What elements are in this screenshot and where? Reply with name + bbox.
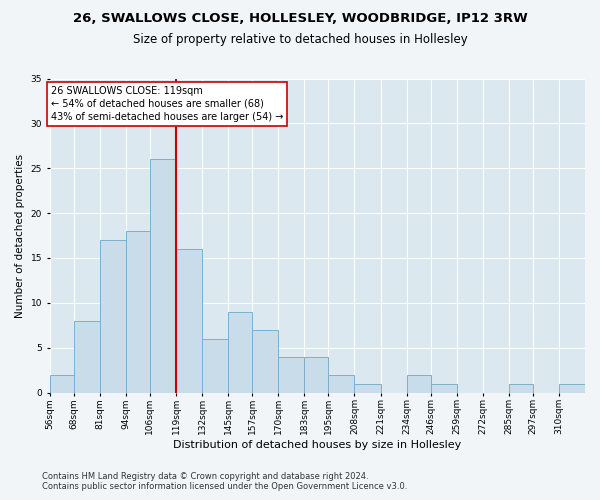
Bar: [509, 384, 533, 392]
Bar: [202, 338, 228, 392]
Text: Contains public sector information licensed under the Open Government Licence v3: Contains public sector information licen…: [42, 482, 407, 491]
Y-axis label: Number of detached properties: Number of detached properties: [15, 154, 25, 318]
Text: Size of property relative to detached houses in Hollesley: Size of property relative to detached ho…: [133, 32, 467, 46]
Bar: [407, 374, 431, 392]
Bar: [355, 384, 380, 392]
Bar: [304, 356, 328, 392]
Bar: [50, 374, 74, 392]
Bar: [126, 231, 150, 392]
Bar: [252, 330, 278, 392]
Bar: [150, 159, 176, 392]
Bar: [328, 374, 355, 392]
Bar: [228, 312, 252, 392]
Bar: [100, 240, 126, 392]
Text: 26, SWALLOWS CLOSE, HOLLESLEY, WOODBRIDGE, IP12 3RW: 26, SWALLOWS CLOSE, HOLLESLEY, WOODBRIDG…: [73, 12, 527, 26]
Bar: [74, 320, 100, 392]
Bar: [278, 356, 304, 392]
X-axis label: Distribution of detached houses by size in Hollesley: Distribution of detached houses by size …: [173, 440, 461, 450]
Bar: [431, 384, 457, 392]
Bar: [176, 249, 202, 392]
Text: 26 SWALLOWS CLOSE: 119sqm
← 54% of detached houses are smaller (68)
43% of semi-: 26 SWALLOWS CLOSE: 119sqm ← 54% of detac…: [50, 86, 283, 122]
Text: Contains HM Land Registry data © Crown copyright and database right 2024.: Contains HM Land Registry data © Crown c…: [42, 472, 368, 481]
Bar: [559, 384, 585, 392]
